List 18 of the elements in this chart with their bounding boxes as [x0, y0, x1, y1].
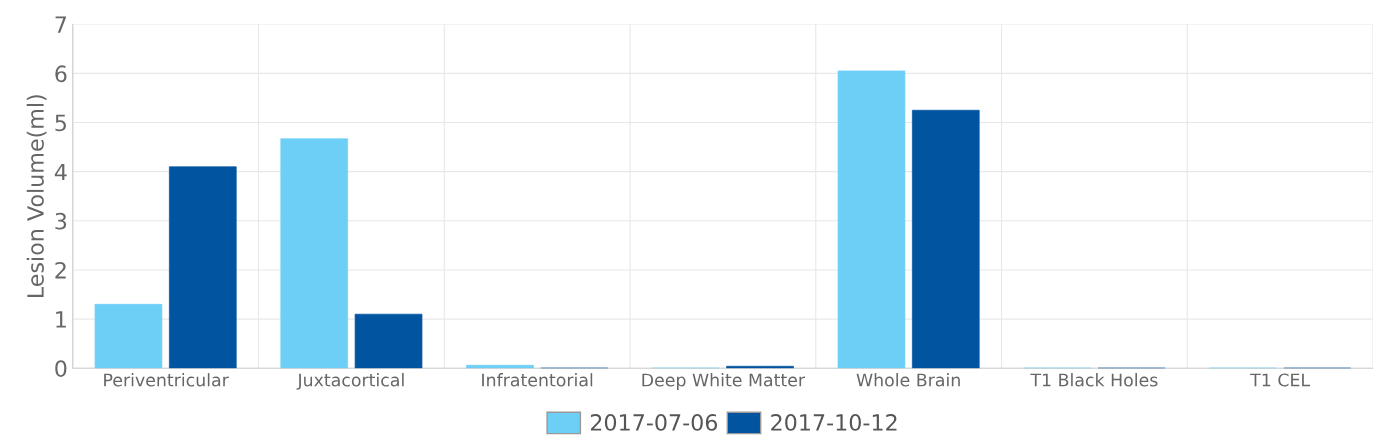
x-tick-label: T1 Black Holes: [1030, 373, 1158, 387]
y-tick-label: 5: [55, 114, 66, 132]
y-tick-label: 4: [54, 163, 67, 181]
y-tick-label: 1: [56, 311, 66, 328]
x-tick-label: Infratentorial: [482, 373, 593, 387]
x-tick-label: T1 CEL: [1250, 373, 1310, 387]
y-tick-label: 6: [55, 65, 67, 83]
x-tick-label: Deep White Matter: [642, 373, 806, 390]
legend-label: 2017-10-12: [771, 414, 897, 431]
x-tick-label: Juxtacortical: [296, 373, 404, 390]
y-tick-label: 0: [55, 360, 67, 377]
y-axis-title: Lesion Volume(ml): [26, 95, 47, 298]
y-tick-label: 7: [55, 16, 67, 33]
legend-label: 2017-07-06: [590, 414, 718, 431]
x-tick-label: Whole Brain: [856, 373, 960, 387]
y-tick-label: 2: [55, 261, 66, 279]
y-tick-label: 3: [55, 212, 67, 230]
x-tick-label: Periventricular: [104, 373, 229, 387]
